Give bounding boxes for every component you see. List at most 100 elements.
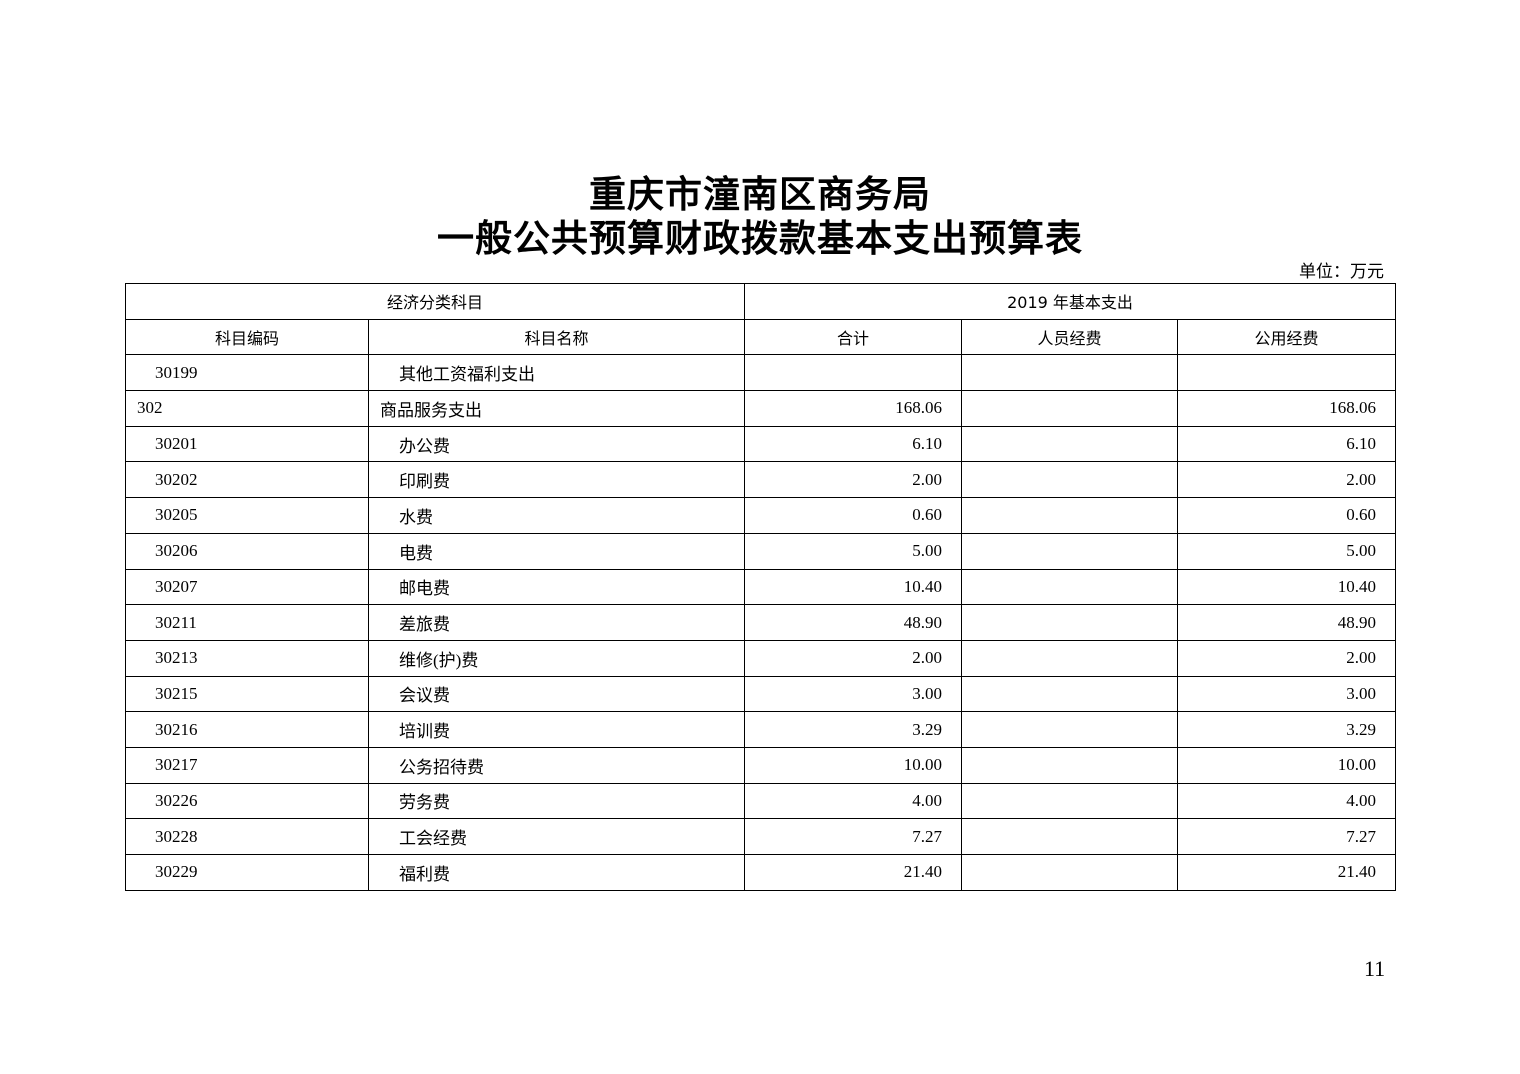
cell-code: 30215 bbox=[125, 675, 369, 713]
table-row: 30228 工会经费 7.27 7.27 bbox=[125, 818, 1397, 855]
cell-code: 30228 bbox=[125, 818, 369, 855]
cell-name: 培训费 bbox=[367, 711, 746, 748]
cell-code: 30207 bbox=[125, 568, 369, 606]
cell-personnel bbox=[961, 639, 1179, 677]
table-row: 30217 公务招待费 10.00 10.00 bbox=[125, 746, 1397, 784]
page-number: 11 bbox=[1364, 956, 1386, 981]
cell-code: 30229 bbox=[125, 854, 369, 891]
table-row: 302 商品服务支出 168.06 168.06 bbox=[125, 390, 1397, 427]
header-public: 公用经费 bbox=[1177, 318, 1397, 356]
cell-code: 30202 bbox=[125, 461, 369, 499]
header-column-row: 科目编码 科目名称 合计 人员经费 公用经费 bbox=[125, 318, 1397, 356]
cell-total bbox=[744, 354, 963, 392]
cell-name: 会议费 bbox=[367, 675, 746, 713]
table-row: 30229 福利费 21.40 21.40 bbox=[125, 854, 1397, 891]
table-row: 30205 水费 0.60 0.60 bbox=[125, 497, 1397, 534]
cell-personnel bbox=[961, 782, 1179, 820]
cell-total: 0.60 bbox=[744, 497, 963, 534]
cell-total: 2.00 bbox=[744, 461, 963, 499]
cell-name: 其他工资福利支出 bbox=[367, 354, 746, 392]
cell-code: 30205 bbox=[125, 497, 369, 534]
cell-name: 电费 bbox=[367, 532, 746, 570]
cell-public: 6.10 bbox=[1177, 425, 1397, 463]
cell-personnel bbox=[961, 604, 1179, 641]
header-code: 科目编码 bbox=[125, 318, 369, 356]
cell-total: 21.40 bbox=[744, 854, 963, 891]
cell-personnel bbox=[961, 818, 1179, 855]
header-personnel: 人员经费 bbox=[961, 318, 1179, 356]
cell-name: 差旅费 bbox=[367, 604, 746, 641]
header-name: 科目名称 bbox=[367, 318, 746, 356]
cell-code: 30211 bbox=[125, 604, 369, 641]
cell-public: 21.40 bbox=[1177, 854, 1397, 891]
cell-code: 30206 bbox=[125, 532, 369, 570]
cell-public: 3.29 bbox=[1177, 711, 1397, 748]
cell-personnel bbox=[961, 425, 1179, 463]
cell-total: 168.06 bbox=[744, 390, 963, 427]
cell-personnel bbox=[961, 497, 1179, 534]
cell-personnel bbox=[961, 461, 1179, 499]
document-title-line1: 重庆市潼南区商务局 bbox=[589, 175, 931, 216]
cell-total: 5.00 bbox=[744, 532, 963, 570]
cell-public: 168.06 bbox=[1177, 390, 1397, 427]
cell-name: 印刷费 bbox=[367, 461, 746, 499]
budget-table: 经济分类科目 2019 年基本支出 科目编码 科目名称 合计 人员经费 公用经费… bbox=[124, 283, 1397, 891]
cell-public: 0.60 bbox=[1177, 497, 1397, 534]
cell-name: 水费 bbox=[367, 497, 746, 534]
header-group-row: 经济分类科目 2019 年基本支出 bbox=[124, 283, 1397, 320]
cell-code: 30201 bbox=[125, 425, 369, 463]
table-row: 30216 培训费 3.29 3.29 bbox=[125, 711, 1397, 748]
header-total: 合计 bbox=[744, 318, 963, 356]
cell-code: 30217 bbox=[125, 746, 369, 784]
cell-public: 10.40 bbox=[1177, 568, 1397, 606]
cell-total: 48.90 bbox=[744, 604, 963, 641]
cell-public bbox=[1177, 354, 1397, 392]
table-row: 30215 会议费 3.00 3.00 bbox=[125, 675, 1397, 713]
cell-public: 2.00 bbox=[1177, 461, 1397, 499]
cell-code: 30216 bbox=[125, 711, 369, 748]
cell-personnel bbox=[961, 746, 1179, 784]
cell-name: 工会经费 bbox=[367, 818, 746, 855]
cell-personnel bbox=[961, 711, 1179, 748]
cell-name: 办公费 bbox=[367, 425, 746, 463]
table-row: 30207 邮电费 10.40 10.40 bbox=[125, 568, 1397, 606]
cell-personnel bbox=[961, 532, 1179, 570]
cell-total: 7.27 bbox=[744, 818, 963, 855]
cell-name: 劳务费 bbox=[367, 782, 746, 820]
cell-public: 7.27 bbox=[1177, 818, 1397, 855]
unit-label: 单位：万元 bbox=[1299, 262, 1384, 281]
cell-public: 4.00 bbox=[1177, 782, 1397, 820]
header-economic-classification: 经济分类科目 bbox=[124, 283, 746, 320]
cell-public: 10.00 bbox=[1177, 746, 1397, 784]
cell-total: 3.29 bbox=[744, 711, 963, 748]
cell-total: 6.10 bbox=[744, 425, 963, 463]
cell-public: 2.00 bbox=[1177, 639, 1397, 677]
table-row: 30202 印刷费 2.00 2.00 bbox=[125, 461, 1397, 499]
cell-name: 维修(护)费 bbox=[367, 639, 746, 677]
cell-code: 30226 bbox=[125, 782, 369, 820]
table-row: 30206 电费 5.00 5.00 bbox=[125, 532, 1397, 570]
cell-name: 公务招待费 bbox=[367, 746, 746, 784]
document-title-line2: 一般公共预算财政拨款基本支出预算表 bbox=[437, 219, 1083, 260]
cell-total: 4.00 bbox=[744, 782, 963, 820]
cell-public: 3.00 bbox=[1177, 675, 1397, 713]
table-row: 30213 维修(护)费 2.00 2.00 bbox=[125, 639, 1397, 677]
cell-public: 5.00 bbox=[1177, 532, 1397, 570]
cell-public: 48.90 bbox=[1177, 604, 1397, 641]
cell-code: 30199 bbox=[125, 354, 369, 392]
header-basic-expenditure: 2019 年基本支出 bbox=[744, 283, 1397, 320]
cell-name: 商品服务支出 bbox=[367, 390, 746, 427]
table-row: 30211 差旅费 48.90 48.90 bbox=[125, 604, 1397, 641]
cell-total: 10.00 bbox=[744, 746, 963, 784]
table-row: 30226 劳务费 4.00 4.00 bbox=[125, 782, 1397, 820]
cell-name: 邮电费 bbox=[367, 568, 746, 606]
cell-total: 3.00 bbox=[744, 675, 963, 713]
table-row: 30201 办公费 6.10 6.10 bbox=[125, 425, 1397, 463]
cell-personnel bbox=[961, 390, 1179, 427]
cell-total: 2.00 bbox=[744, 639, 963, 677]
cell-personnel bbox=[961, 854, 1179, 891]
cell-total: 10.40 bbox=[744, 568, 963, 606]
cell-code: 302 bbox=[125, 390, 369, 427]
cell-code: 30213 bbox=[125, 639, 369, 677]
table-row: 30199 其他工资福利支出 bbox=[125, 354, 1397, 392]
